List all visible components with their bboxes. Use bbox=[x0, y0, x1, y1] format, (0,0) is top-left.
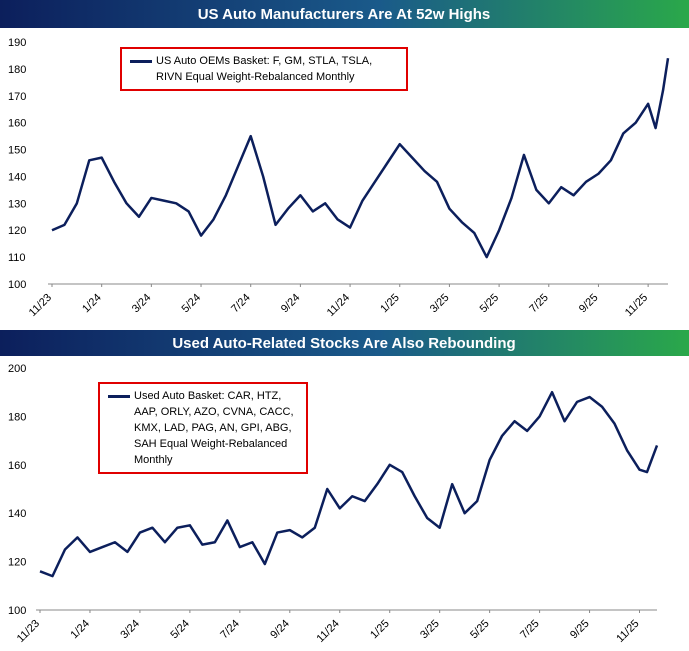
title-banner bbox=[0, 330, 689, 356]
y-tick-label: 120 bbox=[8, 557, 26, 569]
x-tick-label: 3/24 bbox=[118, 618, 142, 642]
line-series bbox=[39, 390, 659, 578]
legend: Used Auto Basket: CAR, HTZ, AAP, ORLY, A… bbox=[98, 382, 308, 474]
x-tick-label: 1/25 bbox=[378, 292, 402, 316]
x-tick-label: 7/24 bbox=[218, 618, 242, 642]
x-tick-label: 9/25 bbox=[577, 292, 601, 316]
x-tick-label: 9/24 bbox=[279, 292, 303, 316]
y-tick-label: 120 bbox=[8, 225, 26, 237]
x-tick-label: 9/24 bbox=[268, 618, 292, 642]
y-tick-label: 100 bbox=[8, 279, 26, 291]
x-tick-label: 1/24 bbox=[80, 292, 104, 316]
y-tick-label: 180 bbox=[8, 411, 26, 423]
y-tick-label: 190 bbox=[8, 37, 26, 49]
y-tick-label: 160 bbox=[8, 460, 26, 472]
legend-swatch bbox=[130, 60, 152, 63]
y-tick-label: 140 bbox=[8, 508, 26, 520]
x-tick-label: 3/25 bbox=[418, 618, 442, 642]
x-tick-label: 5/25 bbox=[468, 618, 492, 642]
x-tick-label: 7/25 bbox=[527, 292, 551, 316]
x-tick-label: 1/24 bbox=[68, 618, 92, 642]
legend-label: Used Auto Basket: CAR, HTZ, AAP, ORLY, A… bbox=[134, 390, 294, 466]
x-tick-label: 7/24 bbox=[229, 292, 253, 316]
x-tick-label: 9/25 bbox=[568, 618, 592, 642]
legend: US Auto OEMs Basket: F, GM, STLA, TSLA, … bbox=[120, 47, 408, 91]
x-tick-label: 11/23 bbox=[27, 292, 54, 319]
y-tick-label: 140 bbox=[8, 171, 26, 183]
y-tick-label: 200 bbox=[8, 363, 26, 375]
chart-title: Used Auto-Related Stocks Are Also Reboun… bbox=[172, 335, 515, 352]
y-tick-label: 110 bbox=[8, 252, 26, 264]
y-tick-label: 180 bbox=[8, 64, 26, 76]
x-tick-label: 11/23 bbox=[15, 618, 42, 645]
x-tick-label: 7/25 bbox=[518, 618, 542, 642]
chart-title: US Auto Manufacturers Are At 52w Highs bbox=[198, 6, 491, 23]
title-banner bbox=[0, 0, 689, 28]
x-tick-label: 11/25 bbox=[623, 292, 650, 319]
x-tick-label: 3/24 bbox=[130, 292, 154, 316]
y-tick-label: 160 bbox=[8, 118, 26, 130]
x-tick-label: 1/25 bbox=[368, 618, 392, 642]
legend-label: US Auto OEMs Basket: F, GM, STLA, TSLA, … bbox=[156, 55, 373, 83]
y-tick-label: 100 bbox=[8, 605, 26, 617]
legend-swatch bbox=[108, 395, 130, 398]
y-tick-label: 130 bbox=[8, 198, 26, 210]
x-tick-label: 11/24 bbox=[325, 292, 352, 319]
x-tick-label: 5/24 bbox=[180, 292, 204, 316]
y-tick-label: 170 bbox=[8, 91, 26, 103]
y-tick-label: 150 bbox=[8, 145, 26, 157]
x-tick-label: 5/25 bbox=[478, 292, 502, 316]
x-tick-label: 5/24 bbox=[168, 618, 192, 642]
x-tick-label: 11/24 bbox=[315, 618, 342, 645]
x-tick-label: 11/25 bbox=[614, 618, 641, 645]
x-tick-label: 3/25 bbox=[428, 292, 452, 316]
line-series bbox=[51, 57, 670, 259]
